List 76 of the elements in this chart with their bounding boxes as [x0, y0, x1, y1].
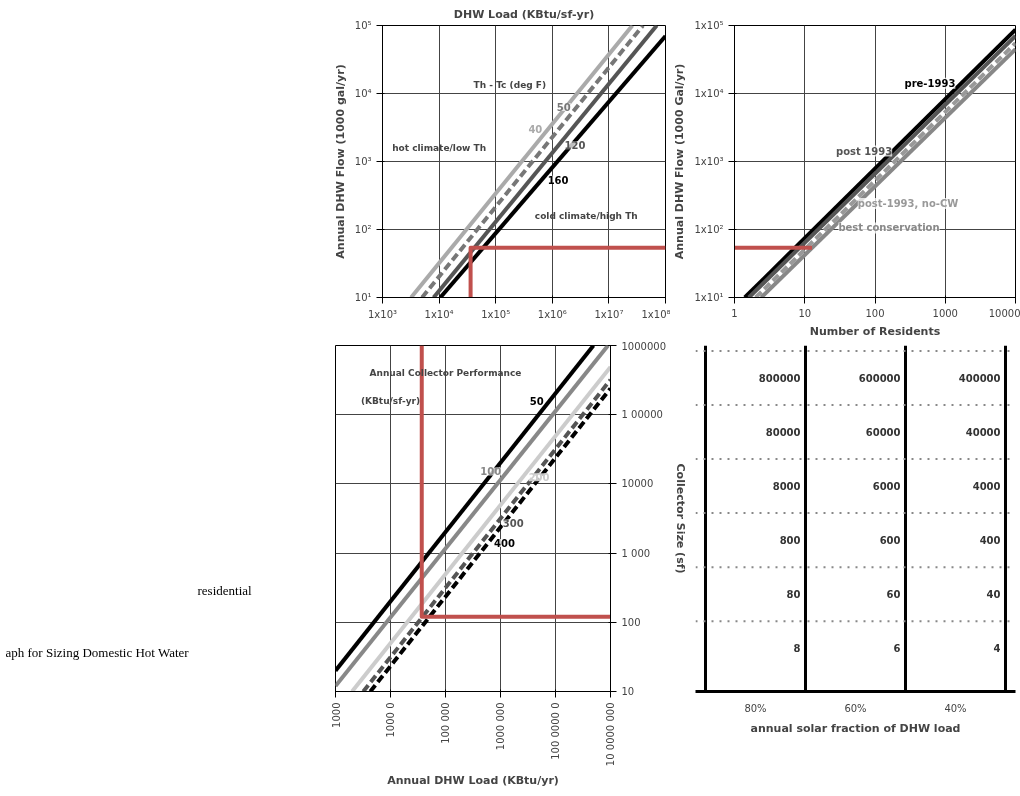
- x-tick-label: 1x10⁸: [641, 308, 671, 320]
- y-tick-label: 10³: [354, 156, 372, 167]
- text: 8000: [772, 481, 801, 493]
- annotation: Th - Tc (deg F): [473, 80, 547, 91]
- series-label: 100: [480, 466, 502, 478]
- y-tick-label: 1x10¹: [694, 292, 724, 303]
- text: aph for Sizing Domestic Hot Water: [5, 645, 190, 661]
- x-tick-label: 1000 0: [385, 702, 396, 738]
- series-label: 50: [556, 102, 571, 114]
- text: 600: [879, 535, 901, 547]
- y-tick-label: 10⁵: [354, 20, 372, 31]
- y-axis-title: Collector Size (sf): [674, 463, 688, 574]
- x-axis-title: Number of Residents: [809, 324, 941, 338]
- y-tick-label: 1 00000: [621, 409, 663, 421]
- text: annual solar fraction of DHW load: [750, 721, 961, 735]
- text: 800000: [758, 372, 801, 384]
- x-tick-label: 1000: [330, 702, 342, 728]
- text: 60: [886, 589, 901, 601]
- text: 40000: [965, 427, 1001, 438]
- category-label: 40%: [944, 702, 967, 714]
- x-tick-label: 10000: [988, 307, 1020, 319]
- y-tick-label: 1x10³: [694, 156, 724, 167]
- text: 60000: [865, 427, 901, 438]
- category-label: 80%: [744, 702, 767, 714]
- y-axis-title: Annual DHW Flow (1000 Gal/yr): [673, 63, 687, 260]
- x-tick-label: 1x10⁴: [424, 308, 454, 320]
- series-label: 120: [564, 140, 586, 152]
- series-label: 160: [547, 174, 569, 186]
- x-tick-label: 1x10³: [367, 308, 398, 320]
- series-label: best conservation: [838, 222, 940, 234]
- text: 8: [793, 643, 801, 655]
- y-tick-label: 10¹: [354, 292, 372, 303]
- text: 4: [993, 643, 1001, 655]
- series-label: 50: [529, 395, 544, 407]
- text: 6: [893, 643, 901, 655]
- y-tick-label: 10: [621, 686, 635, 697]
- text: 4000: [972, 481, 1001, 493]
- x-tick-label: 1000 000: [495, 702, 506, 751]
- text: 6000: [872, 481, 901, 493]
- y-tick-label: 10²: [354, 224, 372, 235]
- x-tick-label: 1000: [932, 307, 958, 319]
- text: 80000: [765, 427, 801, 438]
- text: residential: [197, 583, 253, 598]
- x-tick-label: 1x10⁶: [537, 308, 567, 320]
- series-label: 300: [502, 518, 524, 530]
- x-tick-label: 1: [731, 307, 738, 319]
- series-label: 400: [494, 537, 515, 549]
- y-tick-label: 10⁴: [354, 88, 372, 99]
- x-tick-label: 10: [798, 307, 812, 319]
- x-tick-label: 100 000: [440, 702, 451, 744]
- x-tick-label: 100: [865, 307, 885, 319]
- x-tick-label: 1x10⁵: [481, 308, 511, 320]
- series-label: post 1993: [836, 145, 893, 157]
- category-label: 60%: [844, 702, 867, 714]
- series-label: 40: [528, 123, 543, 135]
- x-tick-label: 1x10⁷: [594, 308, 624, 320]
- y-axis-title: Annual DHW Flow (1000 gal/yr): [333, 64, 347, 259]
- x-tick-label: 10 0000 000: [605, 702, 616, 767]
- y-tick-label: 100: [621, 616, 641, 628]
- chart-title: DHW Load (KBtu/sf-yr): [453, 7, 595, 21]
- series-label: post-1993, no-CW: [857, 197, 959, 209]
- y-tick-label: 1x10⁵: [694, 20, 724, 31]
- text: 40: [986, 589, 1001, 601]
- text: 600000: [858, 372, 901, 384]
- x-axis-title: Annual DHW Load (KBtu/yr): [387, 774, 559, 788]
- x-tick-label: 100 0000 0: [550, 702, 561, 760]
- y-tick-label: 10000: [621, 478, 654, 490]
- text: 400: [979, 535, 1001, 547]
- series-label: pre-1993: [904, 77, 956, 89]
- y-tick-label: 1 000: [621, 547, 651, 559]
- y-tick-label: 1x10²: [694, 224, 724, 235]
- y-tick-label: 1000000: [621, 340, 667, 352]
- text: 80: [786, 589, 801, 601]
- y-tick-label: 1x10⁴: [694, 88, 724, 99]
- text: 800: [779, 535, 801, 547]
- text: 400000: [958, 372, 1001, 384]
